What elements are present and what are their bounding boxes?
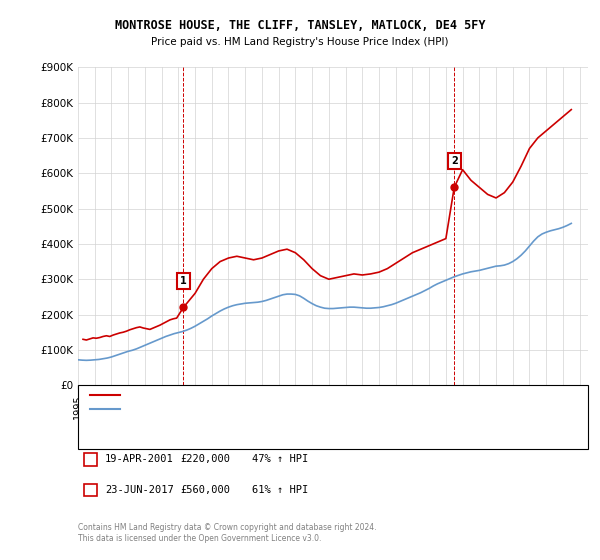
Text: 23-JUN-2017: 23-JUN-2017 bbox=[105, 486, 174, 495]
Text: Contains HM Land Registry data © Crown copyright and database right 2024.
This d: Contains HM Land Registry data © Crown c… bbox=[78, 524, 377, 543]
Text: £560,000: £560,000 bbox=[180, 486, 230, 495]
Text: 19-APR-2001: 19-APR-2001 bbox=[105, 455, 174, 464]
Text: 1: 1 bbox=[180, 276, 187, 286]
Text: Price paid vs. HM Land Registry's House Price Index (HPI): Price paid vs. HM Land Registry's House … bbox=[151, 37, 449, 47]
Text: MONTROSE HOUSE, THE CLIFF, TANSLEY, MATLOCK, DE4 5FY: MONTROSE HOUSE, THE CLIFF, TANSLEY, MATL… bbox=[115, 18, 485, 32]
Text: 61% ↑ HPI: 61% ↑ HPI bbox=[252, 486, 308, 495]
Text: £220,000: £220,000 bbox=[180, 455, 230, 464]
Text: 47% ↑ HPI: 47% ↑ HPI bbox=[252, 455, 308, 464]
Text: HPI: Average price, detached house, Derbyshire Dales: HPI: Average price, detached house, Derb… bbox=[126, 404, 371, 413]
Text: MONTROSE HOUSE, THE CLIFF, TANSLEY, MATLOCK, DE4 5FY (detached house): MONTROSE HOUSE, THE CLIFF, TANSLEY, MATL… bbox=[126, 390, 481, 399]
Text: 2: 2 bbox=[451, 156, 458, 166]
Text: 2: 2 bbox=[87, 486, 94, 495]
Text: 1: 1 bbox=[87, 455, 94, 464]
